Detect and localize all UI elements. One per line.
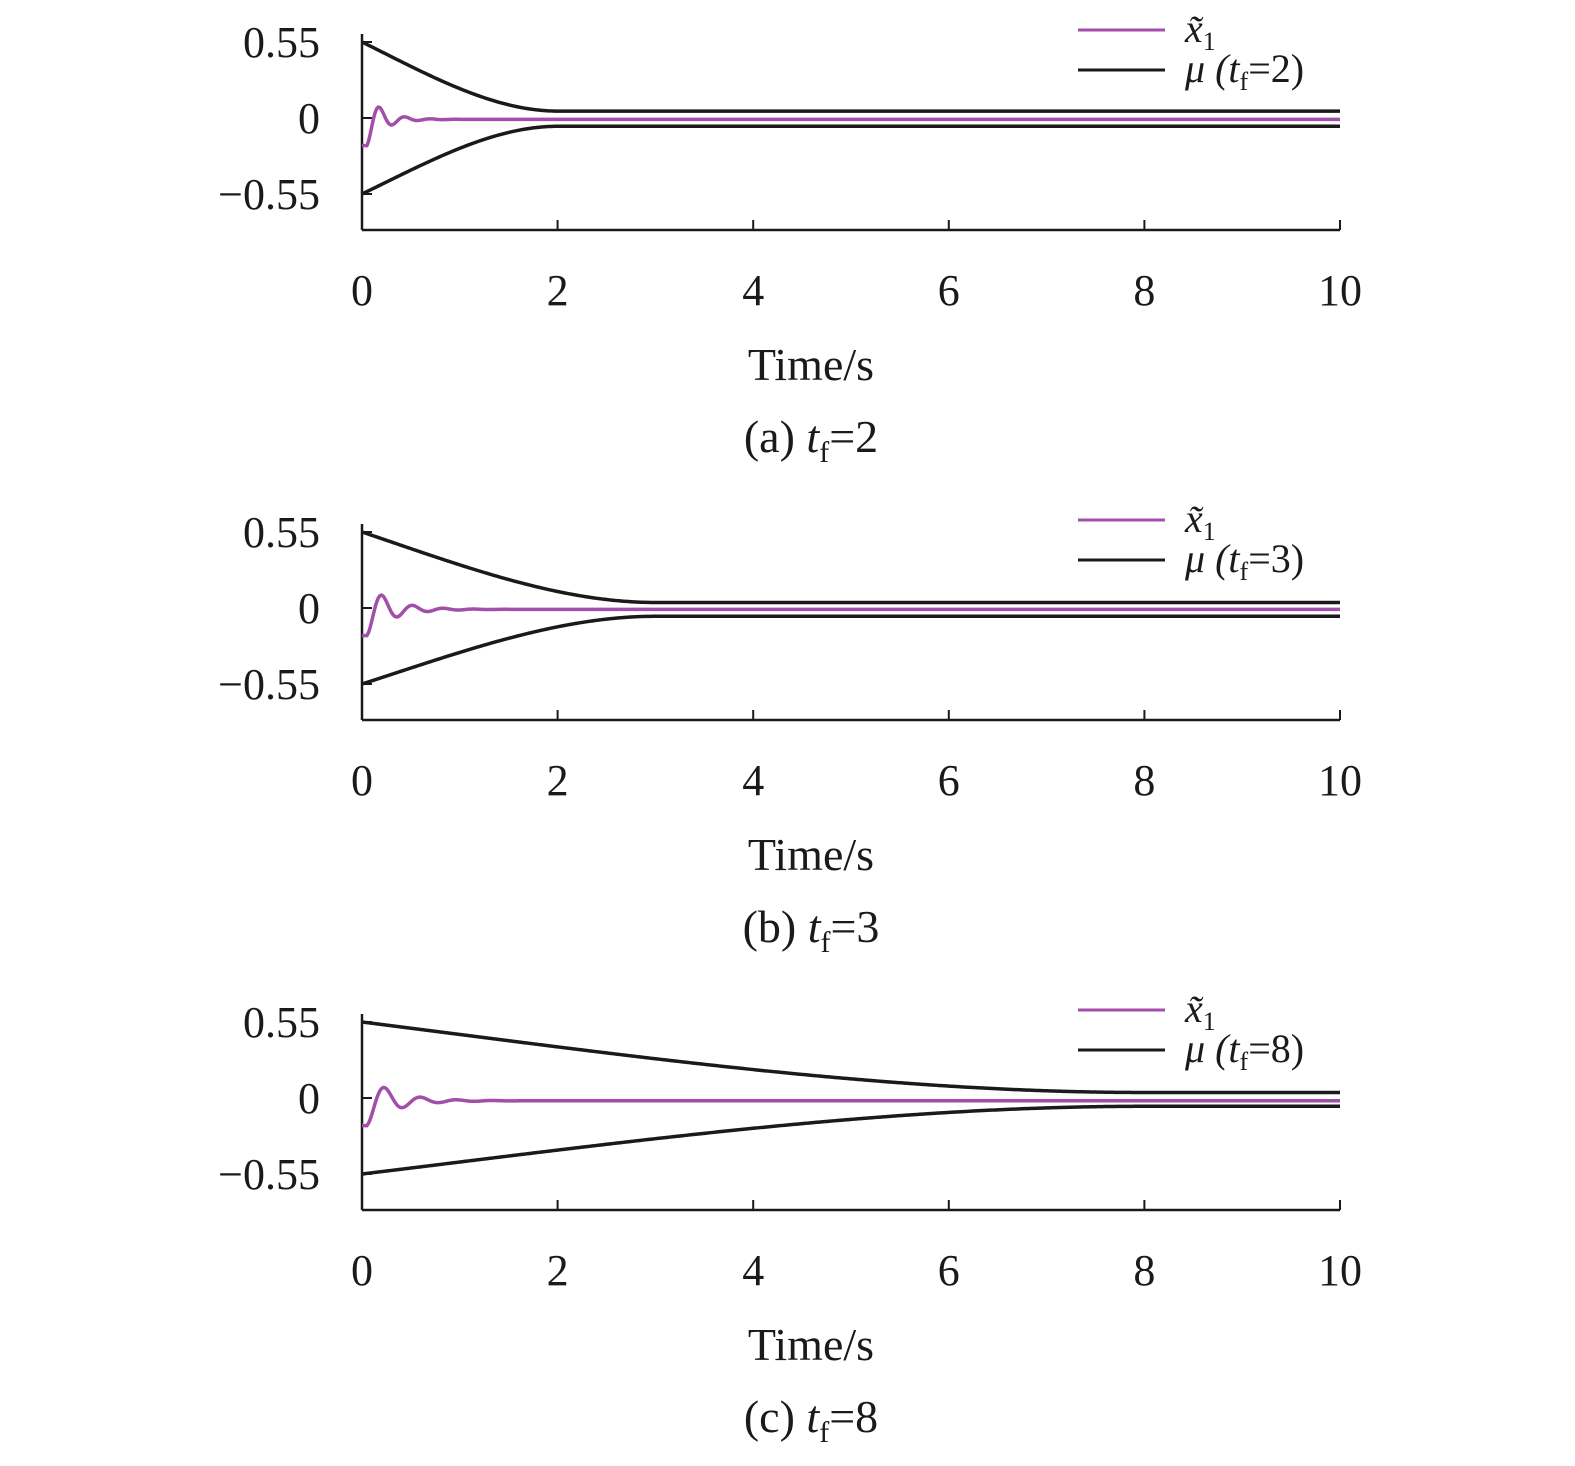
legend: x̃1μ (tf=3) [1078,496,1304,586]
subplot-caption: (a) tf=2 [744,411,878,469]
legend-label-mu: μ (tf=2) [1184,46,1304,96]
series-x1-line [362,593,1340,638]
x-tick-label: 8 [1133,1246,1155,1295]
subplot-1: 0 2 4 6 8 10 0.55 0 −0.55 Time/s (b) tf=3 x̃1μ (tf=… [218,496,1362,959]
x-axis-title: Time/s [748,1319,874,1370]
y-tick-label: −0.55 [218,170,320,219]
y-tick-label: −0.55 [218,660,320,709]
x-tick-label: 6 [938,1246,960,1295]
series-x1-line [362,1085,1340,1128]
x-axis-title: Time/s [748,829,874,880]
subplot-0: 0 2 4 6 8 10 0.55 0 −0.55 Time/s (a) tf=2 x̃1μ (tf=… [218,6,1362,469]
x-tick-label: 10 [1318,266,1362,315]
y-tick-label: 0.55 [243,508,320,557]
x-tick-label: 10 [1318,756,1362,805]
x-tick-label: 2 [547,756,569,805]
x-tick-label: 2 [547,266,569,315]
legend: x̃1μ (tf=2) [1078,6,1304,96]
legend-label-mu: μ (tf=3) [1184,536,1304,586]
series-mu-lower-line [361,1104,1340,1176]
subplot-2: 0 2 4 6 8 10 0.55 0 −0.55 Time/s (c) tf=8 x̃1μ (tf=… [218,986,1362,1449]
y-tick-label: 0 [298,94,320,143]
y-tick-label: 0.55 [243,18,320,67]
x-tick-label: 6 [938,266,960,315]
x-tick-label: 0 [351,266,373,315]
legend-label-mu: μ (tf=8) [1184,1026,1304,1076]
x-tick-label: 6 [938,756,960,805]
x-tick-label: 8 [1133,756,1155,805]
legend-label-x1: x̃1 [1184,496,1216,546]
y-tick-label: 0 [298,584,320,633]
x-tick-label: 4 [742,1246,764,1295]
x-tick-label: 4 [742,756,764,805]
series-x1-line [362,105,1340,148]
legend: x̃1μ (tf=8) [1078,986,1304,1076]
series-mu-upper-line [361,530,1340,605]
x-tick-label: 10 [1318,1246,1362,1295]
series-mu-lower-line [361,124,1340,196]
y-tick-label: 0.55 [243,998,320,1047]
x-tick-label: 4 [742,266,764,315]
x-tick-label: 8 [1133,266,1155,315]
subplot-caption: (c) tf=8 [744,1391,878,1449]
x-tick-label: 0 [351,1246,373,1295]
legend-label-x1: x̃1 [1184,6,1216,56]
series-mu-upper-line [361,40,1340,113]
series-mu-upper-line [361,1020,1340,1095]
legend-label-x1: x̃1 [1184,986,1216,1036]
x-tick-label: 0 [351,756,373,805]
x-tick-label: 2 [547,1246,569,1295]
subplot-caption: (b) tf=3 [743,901,880,959]
series-mu-lower-line [361,614,1340,686]
y-tick-label: −0.55 [218,1150,320,1199]
x-axis-title: Time/s [748,339,874,390]
y-tick-label: 0 [298,1074,320,1123]
